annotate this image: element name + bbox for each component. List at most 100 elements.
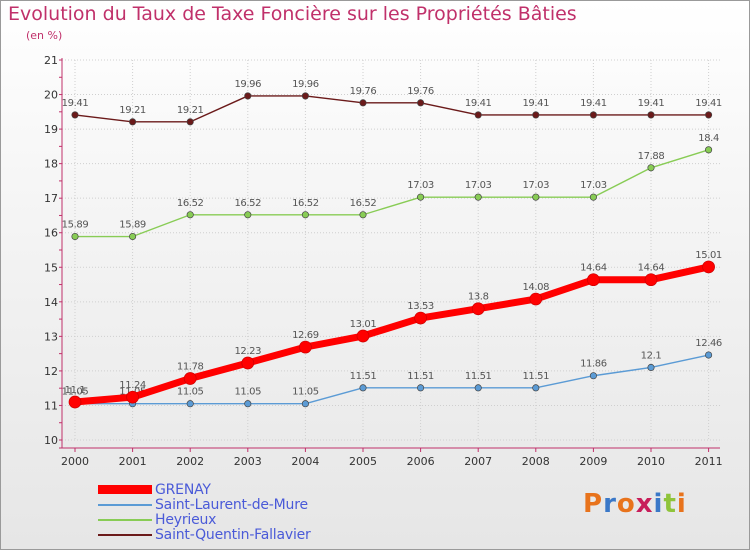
data-point-grenay bbox=[241, 356, 255, 370]
x-tick-label: 2009 bbox=[579, 455, 607, 468]
data-point-heyrieux bbox=[129, 232, 137, 241]
data-point-heyrieux bbox=[705, 146, 713, 154]
x-tick-label: 2008 bbox=[522, 455, 550, 468]
x-tick-label: 2001 bbox=[119, 455, 147, 468]
legend-label-saint-laurent-de-mure: Saint-Laurent-de-Mure bbox=[155, 497, 308, 513]
data-label-saint-laurent-de-mure: 11.05 bbox=[62, 387, 89, 398]
data-point-heyrieux bbox=[301, 211, 309, 219]
data-label-heyrieux: 16.52 bbox=[234, 198, 261, 209]
data-label-saint-quentin-fallavier: 19.76 bbox=[350, 86, 377, 97]
data-point-saint-quentin-fallavier bbox=[705, 111, 713, 119]
legend-label-grenay: GRENAY bbox=[155, 482, 211, 498]
x-tick-label: 2002 bbox=[176, 455, 204, 468]
series-line-grenay bbox=[71, 263, 713, 406]
logo-letter: i bbox=[676, 489, 687, 519]
logo-letter: r bbox=[603, 489, 617, 519]
data-point-saint-quentin-fallavier bbox=[647, 111, 655, 119]
data-label-saint-laurent-de-mure: 12.1 bbox=[641, 350, 662, 361]
y-tick-label: 13 bbox=[44, 330, 58, 343]
data-label-grenay: 14.64 bbox=[638, 263, 665, 274]
x-tick-label: 2004 bbox=[291, 455, 319, 468]
x-tick-label: 2007 bbox=[464, 455, 492, 468]
logo-letter: i bbox=[653, 489, 664, 519]
data-label-grenay: 11.78 bbox=[177, 362, 204, 373]
y-tick-label: 16 bbox=[44, 227, 58, 240]
x-tick-label: 2005 bbox=[349, 455, 377, 468]
series-line-heyrieux bbox=[74, 149, 710, 238]
series-line-saint-laurent-de-mure bbox=[74, 354, 710, 405]
data-label-grenay: 13.01 bbox=[350, 319, 377, 330]
data-point-grenay bbox=[587, 273, 600, 287]
proxiti-logo: Proxiti bbox=[583, 489, 687, 519]
data-label-saint-laurent-de-mure: 11.51 bbox=[465, 371, 492, 382]
data-label-saint-quentin-fallavier: 19.41 bbox=[638, 98, 665, 109]
data-point-saint-laurent-de-mure bbox=[474, 384, 482, 392]
data-point-grenay bbox=[529, 292, 543, 306]
y-tick-label: 18 bbox=[44, 158, 58, 171]
data-point-saint-quentin-fallavier bbox=[417, 99, 425, 107]
data-label-grenay: 14.64 bbox=[580, 263, 607, 274]
data-label-saint-laurent-de-mure: 11.86 bbox=[580, 359, 607, 370]
data-point-saint-quentin-fallavier bbox=[532, 111, 540, 119]
data-label-heyrieux: 17.03 bbox=[522, 180, 549, 191]
y-tick-label: 11 bbox=[44, 399, 58, 412]
data-point-saint-laurent-de-mure bbox=[359, 384, 367, 392]
data-point-grenay bbox=[126, 390, 139, 404]
logo-letter: P bbox=[583, 489, 604, 519]
data-label-heyrieux: 15.89 bbox=[62, 220, 89, 231]
data-point-saint-quentin-fallavier bbox=[186, 118, 194, 126]
data-label-saint-quentin-fallavier: 19.41 bbox=[695, 98, 722, 109]
data-point-saint-laurent-de-mure bbox=[705, 351, 713, 359]
data-label-grenay: 13.53 bbox=[407, 301, 434, 312]
data-point-saint-laurent-de-mure bbox=[532, 384, 540, 392]
data-point-grenay bbox=[68, 395, 82, 409]
data-point-grenay bbox=[356, 329, 370, 343]
data-label-saint-laurent-de-mure: 11.51 bbox=[407, 371, 434, 382]
data-point-heyrieux bbox=[186, 211, 194, 219]
data-label-grenay: 11.1 bbox=[65, 385, 86, 396]
data-label-saint-quentin-fallavier: 19.41 bbox=[522, 98, 549, 109]
y-tick-label: 12 bbox=[44, 365, 58, 378]
data-point-heyrieux bbox=[589, 193, 597, 201]
data-point-grenay bbox=[183, 372, 197, 385]
data-label-saint-quentin-fallavier: 19.96 bbox=[292, 79, 319, 90]
legend-swatch-heyrieux bbox=[98, 519, 152, 521]
data-label-saint-laurent-de-mure: 11.05 bbox=[177, 387, 204, 398]
data-label-heyrieux: 16.52 bbox=[177, 198, 204, 209]
data-label-saint-laurent-de-mure: 11.51 bbox=[522, 371, 549, 382]
data-point-grenay bbox=[414, 311, 427, 325]
data-label-grenay: 15.01 bbox=[695, 250, 722, 261]
data-point-saint-quentin-fallavier bbox=[474, 111, 482, 119]
data-point-grenay bbox=[644, 273, 658, 287]
data-point-saint-quentin-fallavier bbox=[359, 99, 367, 107]
data-label-grenay: 13.8 bbox=[468, 292, 489, 303]
data-label-saint-quentin-fallavier: 19.21 bbox=[119, 105, 146, 116]
data-point-heyrieux bbox=[474, 193, 482, 201]
data-point-saint-laurent-de-mure bbox=[244, 400, 252, 408]
logo-letter: t bbox=[663, 489, 677, 519]
data-label-heyrieux: 17.03 bbox=[407, 180, 434, 191]
data-point-saint-quentin-fallavier bbox=[129, 118, 137, 126]
data-label-saint-quentin-fallavier: 19.76 bbox=[407, 86, 434, 97]
data-label-saint-quentin-fallavier: 19.41 bbox=[465, 98, 492, 109]
y-tick-label: 10 bbox=[44, 434, 58, 447]
legend-label-heyrieux: Heyrieux bbox=[155, 512, 217, 528]
y-tick-label: 15 bbox=[44, 261, 58, 274]
x-tick-label: 2010 bbox=[637, 455, 665, 468]
y-tick-label: 20 bbox=[44, 89, 58, 102]
data-point-heyrieux bbox=[647, 164, 655, 172]
x-tick-label: 2000 bbox=[61, 455, 89, 468]
data-label-saint-quentin-fallavier: 19.96 bbox=[234, 79, 261, 90]
data-label-heyrieux: 17.03 bbox=[580, 180, 607, 191]
data-point-saint-laurent-de-mure bbox=[417, 384, 425, 392]
data-point-saint-laurent-de-mure bbox=[301, 400, 309, 408]
logo-letter: o bbox=[616, 489, 636, 519]
data-label-saint-quentin-fallavier: 19.41 bbox=[62, 98, 89, 109]
data-point-saint-quentin-fallavier bbox=[71, 111, 79, 119]
data-label-saint-laurent-de-mure: 11.05 bbox=[292, 387, 319, 398]
data-point-saint-laurent-de-mure bbox=[186, 400, 194, 408]
data-point-heyrieux bbox=[244, 211, 252, 219]
data-label-heyrieux: 17.03 bbox=[465, 180, 492, 191]
